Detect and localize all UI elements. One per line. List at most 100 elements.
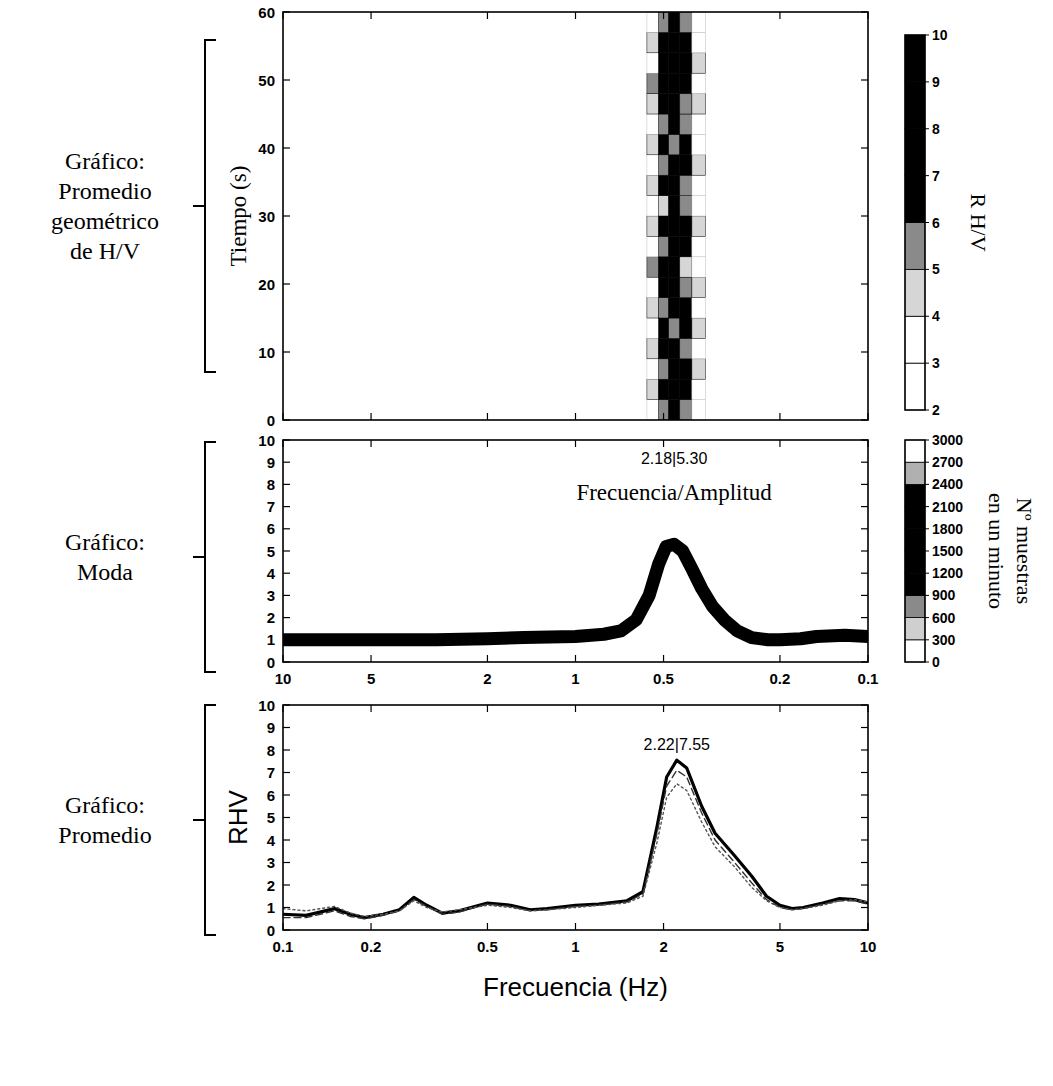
y-tick-label: 10 (258, 697, 275, 714)
colorbar-tick-label: 3 (932, 355, 940, 371)
colorbar-tick (925, 440, 929, 441)
heat-cell (680, 114, 692, 134)
heat-cell (669, 359, 680, 379)
y-tick (861, 595, 868, 596)
heat-cell (680, 53, 692, 73)
heat-cell (647, 175, 659, 195)
colorbar-tick (925, 316, 929, 317)
colorbar-step (905, 640, 925, 662)
plot-frame (283, 705, 868, 930)
colorbar-title: en un minuto (984, 493, 1009, 609)
x-tick (575, 923, 576, 930)
series-line (283, 544, 868, 639)
x-tick (575, 655, 576, 662)
plot-frame (283, 12, 868, 420)
x-tick (779, 923, 780, 930)
x-tick-label: 5 (367, 670, 375, 687)
colorbar-tick-label: 1500 (932, 543, 963, 559)
heat-cell (692, 400, 705, 420)
colorbar-tick (925, 595, 929, 596)
y-tick-label: 7 (267, 764, 275, 781)
colorbar-tick (925, 410, 929, 411)
y-tick-label: 1 (267, 899, 275, 916)
colorbar-step (905, 440, 925, 462)
y-tick (861, 439, 868, 440)
heat-cell (659, 196, 669, 216)
bracket (193, 705, 216, 935)
annotation: 2.22|7.55 (644, 736, 711, 753)
y-tick (283, 727, 290, 728)
heat-cell (680, 196, 692, 216)
y-tick (283, 639, 290, 640)
y-tick (283, 573, 290, 574)
y-tick (283, 439, 290, 440)
x-tick (575, 12, 576, 19)
heat-cell (647, 236, 659, 256)
colorbar-tick (925, 175, 929, 176)
heat-cell (659, 155, 669, 175)
heat-cell (692, 236, 705, 256)
colorbar-step (905, 618, 925, 640)
colorbar-tick-label: 2 (932, 402, 940, 418)
y-tick (283, 661, 290, 662)
background (0, 0, 1053, 1086)
colorbar-step (905, 269, 925, 316)
x-tick (867, 923, 868, 930)
heat-cell (647, 318, 659, 338)
y-tick-label: 4 (267, 565, 276, 582)
colorbar-step (905, 595, 925, 617)
colorbar-tick-label: 9 (932, 74, 940, 90)
x-tick (282, 705, 283, 712)
series-line (283, 760, 868, 918)
y-tick (283, 419, 290, 420)
y-tick (283, 11, 290, 12)
heat-cell (659, 236, 669, 256)
x-tick (779, 12, 780, 19)
y-tick (861, 147, 868, 148)
colorbar-tick (925, 506, 929, 507)
y-tick-label: 7 (267, 498, 275, 515)
heat-cell (669, 400, 680, 420)
colorbar-step (905, 507, 925, 529)
heat-cell (680, 32, 692, 52)
heat-cell (669, 338, 680, 358)
y-tick (283, 484, 290, 485)
colorbar-step (905, 223, 925, 270)
heat-cell (659, 175, 669, 195)
colorbar-title: Nº muestras (1012, 498, 1037, 604)
heat-cell (680, 400, 692, 420)
x-tick-label: 0.1 (858, 670, 879, 687)
panel-label: Promedio (58, 822, 151, 848)
y-tick (283, 283, 290, 284)
heat-cell (692, 277, 705, 297)
colorbar-tick-label: 2100 (932, 499, 963, 515)
heat-cell (659, 134, 669, 154)
colorbar-tick-label: 10 (932, 27, 948, 43)
heat-cell (647, 277, 659, 297)
y-tick (861, 661, 868, 662)
x-tick (370, 440, 371, 447)
x-tick-label: 10 (275, 670, 292, 687)
x-tick (575, 413, 576, 420)
y-tick (861, 528, 868, 529)
heat-cell (669, 32, 680, 52)
x-tick (282, 655, 283, 662)
heat-cell (659, 338, 669, 358)
colorbar-step (905, 35, 925, 82)
heat-cell (669, 236, 680, 256)
y-tick (861, 772, 868, 773)
x-tick (663, 705, 664, 712)
colorbar-step (905, 129, 925, 176)
heat-cell (669, 73, 680, 93)
x-tick (487, 12, 488, 19)
colorbar-tick (925, 269, 929, 270)
y-axis-title: Tiempo (s) (226, 166, 251, 267)
heat-cell (647, 155, 659, 175)
y-tick (283, 528, 290, 529)
y-tick (861, 351, 868, 352)
colorbar-tick (925, 528, 929, 529)
heat-cell (680, 155, 692, 175)
y-tick-label: 3 (267, 854, 275, 871)
x-tick (282, 12, 283, 19)
y-tick (283, 79, 290, 80)
